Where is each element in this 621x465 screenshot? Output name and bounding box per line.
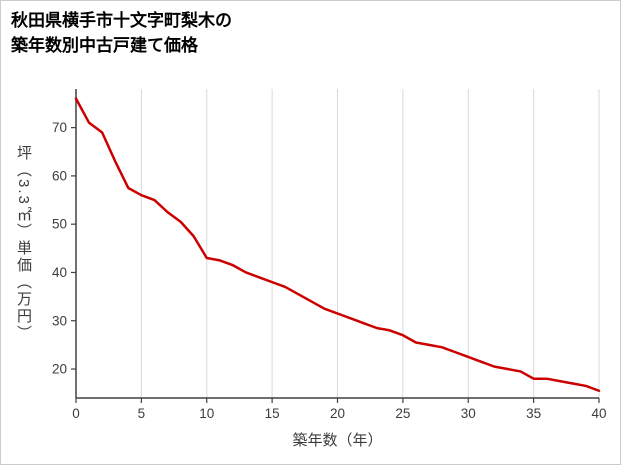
y-tick-label: 60 [52, 168, 67, 183]
y-tick-label: 40 [52, 265, 67, 280]
x-tick-label: 25 [395, 406, 410, 421]
x-tick-label: 15 [265, 406, 280, 421]
y-tick-label: 70 [52, 120, 67, 135]
x-tick-label: 0 [72, 406, 80, 421]
x-tick-label: 20 [330, 406, 345, 421]
x-tick-label: 5 [138, 406, 146, 421]
y-tick-label: 30 [52, 313, 67, 328]
x-axis-label: 築年数（年） [292, 432, 383, 449]
chart-title-line1: 秋田県横手市十文字町梨木の [11, 11, 232, 30]
chart-title: 秋田県横手市十文字町梨木の 築年数別中古戸建て価格 [11, 9, 232, 58]
y-tick-label: 20 [52, 362, 67, 377]
x-tick-label: 40 [591, 406, 606, 421]
y-axis-label: 坪（3.3㎡）単価（万円） [15, 145, 32, 342]
price-line [74, 97, 601, 393]
chart-title-line2: 築年数別中古戸建て価格 [11, 35, 198, 55]
x-tick-label: 35 [526, 406, 541, 421]
x-tick-label: 30 [461, 406, 476, 421]
y-tick-label: 50 [52, 217, 67, 232]
x-tick-label: 10 [199, 406, 214, 421]
